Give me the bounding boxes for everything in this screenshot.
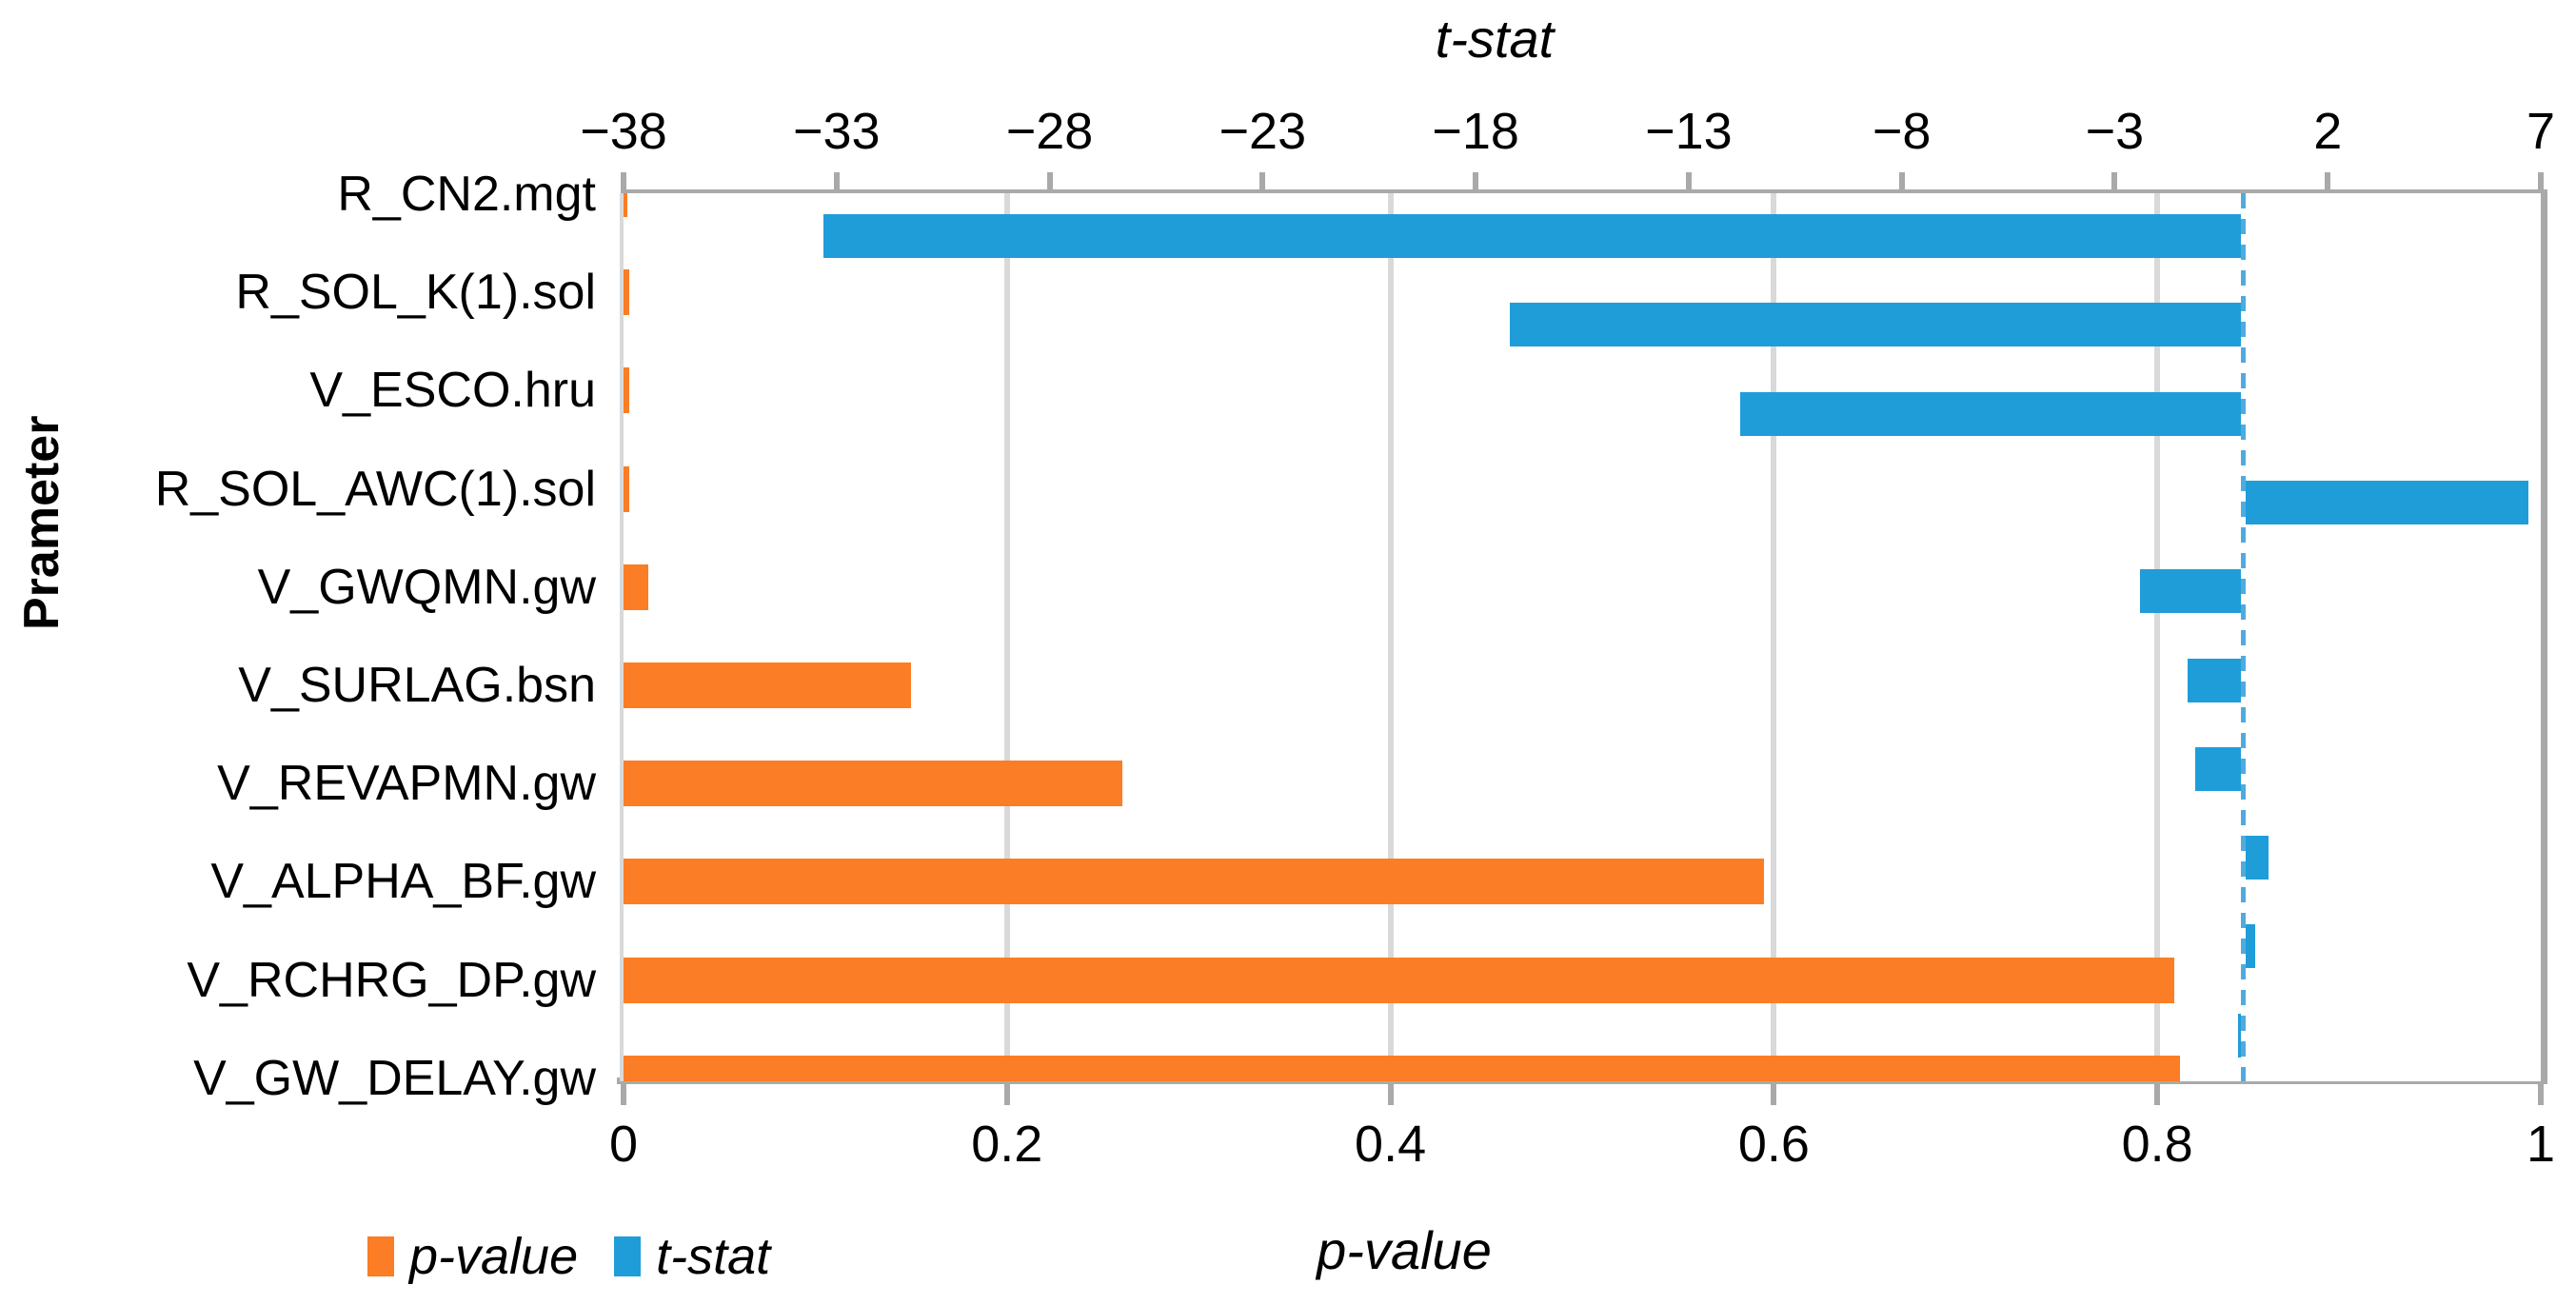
category-label: V_GWQMN.gw: [257, 559, 596, 615]
category-label: R_SOL_AWC(1).sol: [154, 461, 596, 517]
bottom-tick-mark: [1771, 1084, 1777, 1105]
category-label: R_CN2.mgt: [337, 167, 596, 222]
t-stat-bar: [1739, 391, 2243, 436]
top-tick-mark: [1046, 172, 1053, 193]
category-label: V_RCHRG_DP.gw: [187, 952, 596, 1008]
bottom-tick-mark: [621, 1084, 626, 1105]
category-label: V_SURLAG.bsn: [238, 658, 596, 713]
top-axis-line: [624, 189, 2547, 196]
p-value-bar: [624, 859, 1765, 905]
top-tick-label: −3: [2085, 103, 2145, 160]
category-label: R_SOL_K(1).sol: [235, 265, 596, 321]
t-stat-bar: [2140, 569, 2243, 614]
top-tick-label: −13: [1645, 103, 1733, 160]
bottom-tick-label: 1: [2526, 1116, 2556, 1173]
legend-label-t-stat: t-stat: [656, 1228, 771, 1285]
top-tick-mark: [1473, 172, 1479, 193]
top-tick-label: 2: [2313, 103, 2343, 160]
bottom-tick-label: 0.6: [1737, 1116, 1810, 1173]
p-value-bar: [624, 957, 2175, 1003]
t-stat-swatch: [614, 1236, 642, 1276]
p-value-bar: [624, 193, 628, 217]
bottom-tick-mark: [2154, 1084, 2161, 1105]
left-axis-line: [620, 193, 625, 1081]
t-stat-bar: [2242, 836, 2269, 880]
legend-label-p-value: p-value: [409, 1228, 579, 1285]
top-tick-label: −8: [1872, 103, 1932, 160]
p-value-bar: [624, 564, 649, 610]
t-stat-bar: [823, 214, 2243, 258]
right-axis-line: [2541, 193, 2547, 1081]
zero-reference-line: [2240, 193, 2246, 1081]
p-value-bar: [624, 1055, 2181, 1081]
legend: p-value t-stat: [367, 1231, 770, 1282]
category-label: V_GW_DELAY.gw: [193, 1050, 596, 1106]
category-label: V_ESCO.hru: [309, 363, 596, 419]
top-tick-mark: [2538, 172, 2544, 193]
top-tick-label: 7: [2526, 103, 2556, 160]
t-stat-bar: [2242, 924, 2256, 969]
legend-item-p-value: p-value: [367, 1231, 578, 1282]
p-value-bar: [624, 662, 912, 708]
gridline-p-0.8: [2154, 193, 2161, 1081]
top-axis-title: t-stat: [1435, 9, 1555, 69]
bottom-tick-mark: [1003, 1084, 1010, 1105]
gridline-p-0.2: [1003, 193, 1010, 1081]
t-stat-bar: [2242, 480, 2528, 524]
bottom-tick-mark: [2538, 1084, 2544, 1105]
gridline-p-0.6: [1771, 193, 1777, 1081]
legend-item-t-stat: t-stat: [614, 1231, 770, 1282]
gridline-p-0.4: [1387, 193, 1394, 1081]
top-tick-label: −18: [1432, 103, 1519, 160]
top-tick-mark: [621, 172, 626, 193]
top-tick-label: −28: [1005, 103, 1094, 160]
bottom-axis-title: p-value: [1317, 1220, 1492, 1280]
p-value-bar: [624, 269, 630, 316]
top-tick-label: −38: [580, 103, 667, 160]
top-tick-mark: [2325, 172, 2331, 193]
p-value-bar: [624, 367, 630, 414]
plot-area: [624, 193, 2541, 1081]
bottom-tick-label: 0.4: [1355, 1116, 1427, 1173]
top-tick-mark: [1898, 172, 1905, 193]
bottom-tick-label: 0.2: [971, 1116, 1043, 1173]
t-stat-bar: [2238, 1013, 2243, 1058]
top-tick-mark: [2111, 172, 2118, 193]
category-label: V_REVAPMN.gw: [217, 756, 596, 812]
p-value-swatch: [367, 1236, 394, 1276]
top-tick-mark: [1685, 172, 1692, 193]
top-tick-mark: [833, 172, 840, 193]
top-tick-mark: [1259, 172, 1266, 193]
t-stat-bar: [2195, 746, 2243, 791]
top-tick-label: −23: [1219, 103, 1307, 160]
bottom-tick-mark: [1387, 1084, 1394, 1105]
category-label: V_ALPHA_BF.gw: [210, 854, 596, 910]
bottom-tick-label: 0: [608, 1116, 639, 1173]
t-stat-bar: [2187, 658, 2243, 702]
p-value-bar: [624, 465, 630, 512]
t-stat-bar: [1509, 303, 2243, 347]
p-value-bar: [624, 761, 1122, 807]
top-tick-label: −33: [792, 103, 881, 160]
bottom-tick-label: 0.8: [2121, 1116, 2193, 1173]
